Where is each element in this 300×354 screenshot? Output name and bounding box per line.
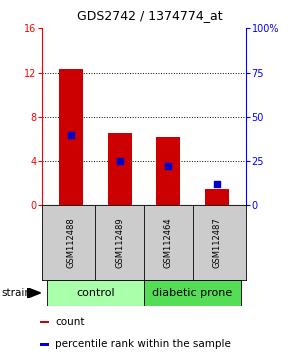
Text: GDS2742 / 1374774_at: GDS2742 / 1374774_at [77, 9, 223, 22]
Polygon shape [27, 287, 40, 298]
Bar [47, 280, 144, 306]
Text: count: count [55, 317, 85, 327]
Text: percentile rank within the sample: percentile rank within the sample [55, 339, 231, 349]
Text: GSM112487: GSM112487 [212, 217, 221, 268]
Text: control: control [76, 288, 115, 298]
Point [69, 132, 74, 137]
Point [166, 164, 171, 169]
Point [214, 181, 219, 187]
Text: strain: strain [2, 288, 31, 298]
Text: diabetic prone: diabetic prone [152, 288, 233, 298]
Text: GSM112488: GSM112488 [67, 217, 76, 268]
Bar [40, 343, 49, 346]
Text: GSM112489: GSM112489 [115, 217, 124, 268]
Bar [205, 189, 229, 205]
Point [117, 158, 122, 164]
Bar [40, 321, 49, 324]
Text: GSM112464: GSM112464 [164, 217, 173, 268]
Bar [156, 137, 180, 205]
Bar [108, 133, 132, 205]
Bar [59, 69, 83, 205]
Bar [144, 280, 241, 306]
